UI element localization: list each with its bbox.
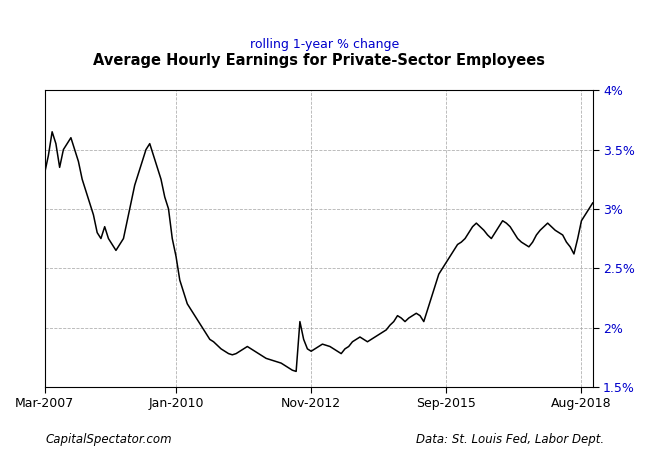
Text: CapitalSpectator.com: CapitalSpectator.com	[46, 432, 172, 446]
Text: rolling 1-year % change: rolling 1-year % change	[250, 38, 400, 51]
Title: Average Hourly Earnings for Private-Sector Employees: Average Hourly Earnings for Private-Sect…	[93, 53, 545, 68]
Text: Data: St. Louis Fed, Labor Dept.: Data: St. Louis Fed, Labor Dept.	[417, 432, 604, 446]
